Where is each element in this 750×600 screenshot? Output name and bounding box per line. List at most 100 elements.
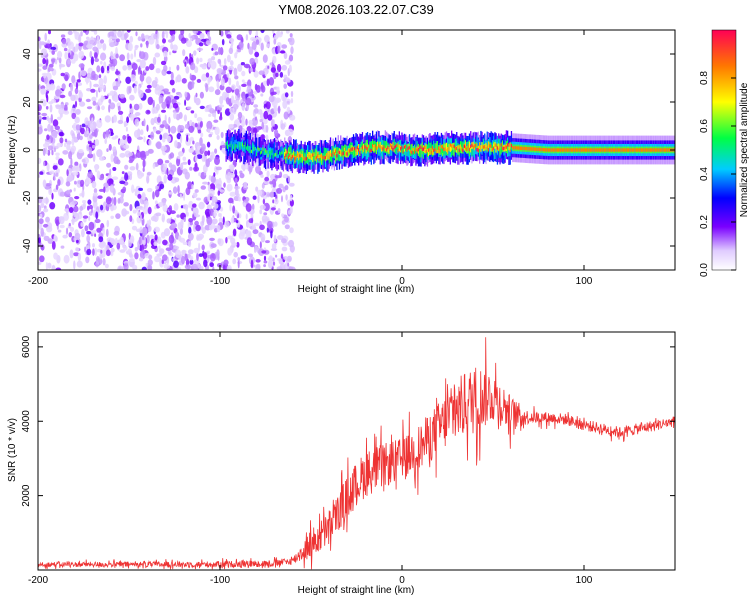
signal-cell: [301, 154, 304, 162]
noise-blob: [237, 111, 243, 119]
signal-cell: [456, 146, 458, 151]
noise-blob: [273, 221, 278, 227]
signal-cell: [329, 153, 332, 157]
y-tick-label: 4000: [21, 410, 32, 433]
noise-blob: [193, 50, 197, 56]
signal-cell: [442, 146, 444, 153]
noise-blob: [92, 243, 95, 248]
signal-cell: [449, 145, 451, 152]
noise-blob: [74, 100, 78, 108]
signal-cell: [308, 153, 310, 157]
signal-cell: [346, 152, 348, 156]
noise-blob: [194, 123, 198, 128]
noise-blob: [67, 41, 75, 50]
signal-cell: [439, 145, 441, 153]
noise-blob: [46, 134, 50, 140]
noise-blob: [67, 30, 73, 36]
noise-blob: [57, 116, 62, 121]
noise-blob: [76, 239, 79, 244]
signal-cell: [462, 143, 464, 150]
signal-cell: [457, 147, 459, 154]
noise-blob: [270, 248, 278, 251]
signal-cell: [259, 151, 262, 155]
noise-blob: [225, 237, 228, 244]
noise-blob: [269, 191, 275, 198]
noise-blob: [270, 173, 276, 180]
noise-blob: [123, 262, 129, 270]
signal-cell: [391, 145, 393, 149]
noise-blob: [93, 83, 100, 88]
noise-blob: [130, 74, 136, 82]
signal-cell: [245, 142, 248, 150]
noise-blob: [206, 204, 212, 210]
noise-blob: [131, 225, 138, 231]
noise-blob: [251, 224, 256, 230]
signal-cell: [398, 144, 400, 152]
signal-cell: [508, 143, 510, 151]
noise-blob: [172, 44, 178, 51]
signal-cell: [394, 146, 397, 153]
signal-cell: [336, 154, 338, 158]
noise-blob: [276, 86, 280, 90]
noise-blob: [46, 163, 50, 172]
signal-cell: [327, 151, 329, 158]
noise-blob: [206, 40, 211, 44]
signal-cell: [336, 146, 338, 154]
signal-cell: [284, 155, 286, 160]
noise-blob: [68, 52, 71, 59]
noise-blob: [110, 247, 115, 253]
noise-blob: [247, 42, 250, 50]
noise-blob: [240, 62, 245, 66]
noise-blob: [263, 255, 267, 261]
noise-blob: [63, 142, 67, 148]
noise-blob: [134, 80, 138, 85]
noise-blob: [192, 140, 195, 145]
noise-blob: [236, 34, 243, 41]
noise-blob: [202, 181, 209, 185]
noise-blob: [197, 146, 201, 151]
noise-blob: [127, 64, 132, 71]
signal-cell: [231, 144, 234, 149]
noise-blob: [227, 171, 232, 181]
noise-blob: [134, 247, 138, 252]
noise-blob: [265, 240, 270, 244]
signal-cell: [289, 153, 291, 157]
noise-blob: [178, 93, 183, 98]
noise-blob: [196, 252, 199, 261]
noise-blob: [170, 222, 177, 229]
signal-cell: [331, 153, 333, 157]
noise-blob: [137, 36, 142, 42]
noise-blob: [38, 261, 42, 265]
noise-blob: [272, 55, 277, 64]
x-tick-label: -100: [210, 575, 230, 586]
noise-blob: [268, 255, 273, 262]
signal-cell: [414, 144, 416, 152]
noise-blob: [95, 206, 101, 213]
noise-blob: [195, 155, 198, 162]
noise-blob: [44, 32, 47, 42]
noise-blob: [252, 67, 256, 73]
noise-blob: [207, 31, 210, 37]
signal-cell: [561, 148, 564, 152]
signal-cell: [600, 148, 602, 152]
noise-blob: [111, 176, 119, 180]
noise-blob: [272, 261, 276, 266]
signal-cell: [368, 144, 370, 148]
noise-blob: [183, 191, 186, 201]
signal-cell: [355, 149, 357, 157]
noise-blob: [268, 77, 275, 86]
signal-cell: [271, 149, 273, 153]
signal-cell: [270, 152, 272, 157]
noise-blob: [154, 234, 158, 241]
noise-blob: [187, 106, 192, 110]
signal-cell: [592, 148, 594, 152]
noise-blob: [179, 237, 186, 243]
noise-blob: [220, 30, 224, 37]
noise-blob: [186, 134, 189, 142]
signal-cell: [577, 148, 579, 152]
signal-cell: [583, 148, 585, 152]
signal-cell: [610, 148, 612, 152]
signal-cell: [303, 156, 305, 160]
noise-blob: [180, 205, 184, 209]
